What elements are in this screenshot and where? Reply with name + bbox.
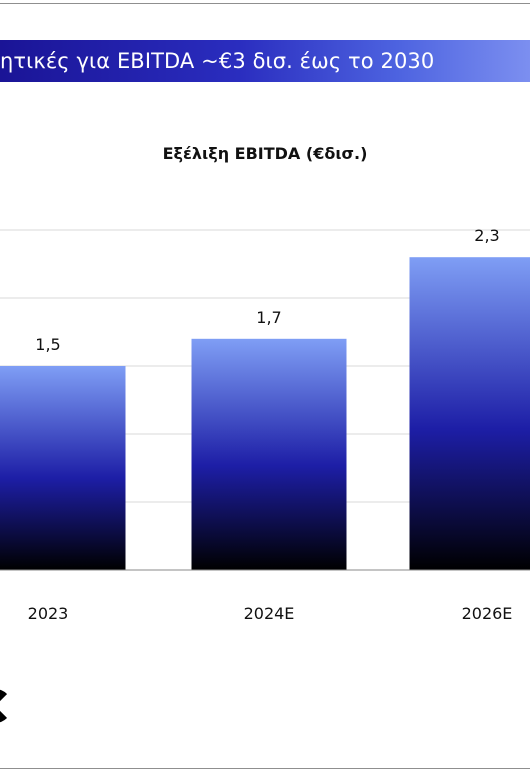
bar-2026E	[409, 257, 530, 570]
category-label-2023: 2023	[28, 604, 69, 623]
value-label-2023: 1,5	[35, 335, 60, 354]
value-label-2026E: 2,3	[474, 226, 499, 245]
bar-2023	[0, 366, 126, 570]
value-label-2024E: 1,7	[256, 308, 281, 327]
bar-2024E	[191, 338, 347, 570]
category-label-2024E: 2024E	[244, 604, 295, 623]
bottom-divider	[0, 768, 530, 769]
chart-title: Εξέλιξη EBITDA (€δισ.)	[162, 144, 368, 163]
category-label-2026E: 2026E	[462, 604, 513, 623]
top-divider	[0, 3, 530, 4]
title-banner: ητικές για EBITDA ~€3 δισ. έως το 2030	[0, 40, 530, 82]
banner-title: ητικές για EBITDA ~€3 δισ. έως το 2030	[0, 49, 435, 73]
